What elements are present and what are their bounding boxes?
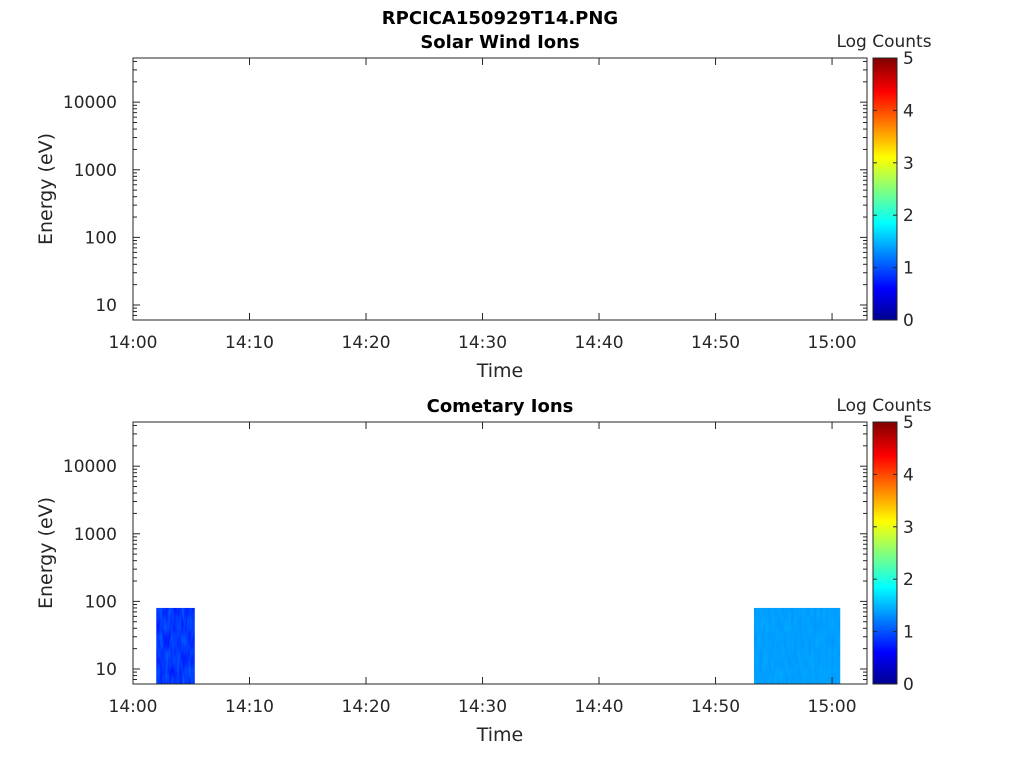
- colorbar-tick-label: 3: [903, 518, 914, 538]
- y-tick-label: 100: [85, 592, 117, 612]
- plot-frame: [132, 421, 868, 685]
- colorbar-tick-label: 3: [903, 154, 914, 174]
- colorbar-tick-label: 1: [903, 623, 914, 643]
- y-tick-label: 1000: [74, 161, 117, 181]
- colorbar-tick-label: 5: [903, 413, 914, 433]
- panel-1: 14:00 14:10 14:20 14:30 14:40 14:50 15:0010100…: [35, 32, 932, 382]
- data-block-texture-2: [753, 607, 841, 684]
- y-tick-label: 10000: [63, 93, 117, 113]
- x-tick-label: 15:00: [808, 697, 857, 717]
- colorbar-tick-label: 2: [903, 206, 914, 226]
- x-tick-label: 14:40: [575, 333, 624, 353]
- colorbar-label: Log Counts: [836, 396, 931, 416]
- x-axis-label: Time: [476, 724, 524, 746]
- x-tick-label: 14:20: [342, 697, 391, 717]
- panel-2: 14:00 14:10 14:20 14:30 14:40 14:50 15:0010100…: [35, 396, 932, 746]
- y-tick-label: 100: [85, 228, 117, 248]
- y-axis-label: Energy (eV): [35, 497, 57, 609]
- x-tick-label: 15:00: [808, 333, 857, 353]
- x-tick-label: 14:30: [458, 697, 507, 717]
- data-block-texture-1: [156, 607, 195, 684]
- x-tick-label: 14:00: [109, 333, 158, 353]
- panel-title: Solar Wind Ions: [420, 32, 579, 53]
- colorbar-label: Log Counts: [836, 32, 931, 52]
- colorbar: [872, 421, 898, 685]
- x-tick-label: 14:10: [225, 333, 274, 353]
- y-tick-label: 10: [95, 660, 117, 680]
- x-tick-label: 14:20: [342, 333, 391, 353]
- colorbar-tick-label: 0: [903, 675, 914, 695]
- x-tick-label: 14:40: [575, 697, 624, 717]
- y-tick-label: 1000: [74, 525, 117, 545]
- x-tick-label: 14:50: [691, 333, 740, 353]
- x-tick-label: 14:10: [225, 697, 274, 717]
- plot-frame: [132, 57, 868, 321]
- colorbar-tick-label: 4: [903, 101, 914, 121]
- x-tick-label: 14:50: [691, 697, 740, 717]
- x-tick-label: 14:00: [109, 697, 158, 717]
- colorbar-tick-label: 5: [903, 49, 914, 69]
- colorbar-tick-label: 4: [903, 465, 914, 485]
- panel-title: Cometary Ions: [427, 396, 574, 417]
- colorbar-tick-label: 1: [903, 259, 914, 279]
- colorbar: [872, 57, 898, 321]
- colorbar-tick-label: 0: [903, 311, 914, 331]
- x-axis-label: Time: [476, 360, 524, 382]
- y-tick-label: 10: [95, 296, 117, 316]
- colorbar-tick-label: 2: [903, 570, 914, 590]
- x-tick-label: 14:30: [458, 333, 507, 353]
- figure-title: RPCICA150929T14.PNG: [382, 8, 618, 29]
- y-axis-label: Energy (eV): [35, 133, 57, 245]
- y-tick-label: 10000: [63, 457, 117, 477]
